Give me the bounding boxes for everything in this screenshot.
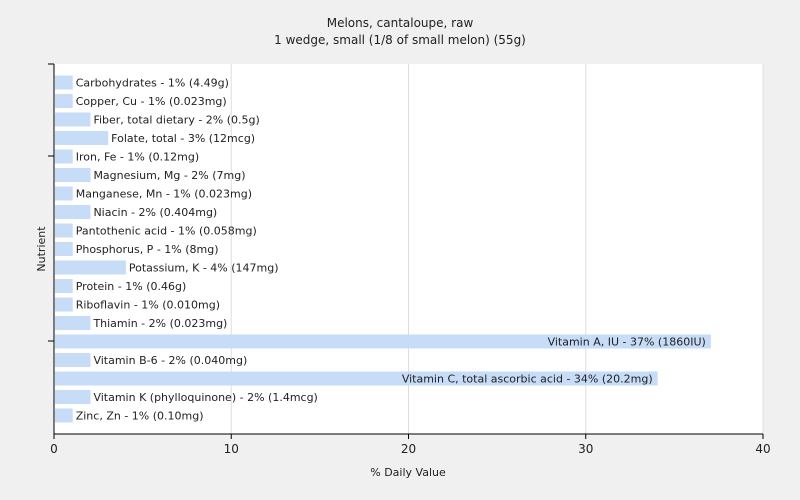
bar bbox=[55, 131, 109, 145]
bar bbox=[55, 75, 73, 90]
bar bbox=[55, 316, 91, 330]
bar bbox=[55, 390, 91, 404]
x-ticks: 0 10 20 30 40 bbox=[50, 434, 771, 456]
bar-label: Riboflavin - 1% (0.010mg) bbox=[76, 299, 220, 312]
bar-label: Zinc, Zn - 1% (0.10mg) bbox=[76, 410, 204, 423]
x-tick-label: 10 bbox=[224, 442, 239, 456]
x-tick-label: 30 bbox=[578, 442, 593, 456]
y-axis-label: Nutrient bbox=[35, 226, 48, 272]
bar-label: Copper, Cu - 1% (0.023mg) bbox=[76, 95, 227, 108]
bar bbox=[55, 334, 711, 349]
bar-label: Manganese, Mn - 1% (0.023mg) bbox=[76, 188, 252, 201]
bar-label: Vitamin K (phylloquinone) - 2% (1.4mcg) bbox=[93, 391, 317, 404]
bar-label: Vitamin C, total ascorbic acid - 34% (20… bbox=[402, 373, 653, 386]
x-tick-label: 40 bbox=[755, 442, 770, 456]
y-ticks bbox=[48, 63, 54, 342]
bar-label: Carbohydrates - 1% (4.49g) bbox=[76, 77, 229, 90]
bar bbox=[55, 279, 73, 293]
bar bbox=[55, 205, 91, 219]
bar-label: Vitamin B-6 - 2% (0.040mg) bbox=[93, 354, 247, 367]
x-tick-label: 0 bbox=[50, 442, 58, 456]
x-axis-label: % Daily Value bbox=[370, 466, 446, 479]
bar bbox=[55, 94, 73, 108]
bar-label: Pantothenic acid - 1% (0.058mg) bbox=[76, 225, 257, 238]
bar bbox=[55, 371, 658, 386]
bar-labels: Carbohydrates - 1% (4.49g) Copper, Cu - 1… bbox=[76, 77, 706, 423]
bar bbox=[55, 260, 126, 275]
bar bbox=[55, 353, 91, 367]
x-tick-label: 20 bbox=[401, 442, 416, 456]
bar bbox=[55, 242, 73, 256]
bar bbox=[55, 112, 91, 127]
bar bbox=[55, 186, 73, 201]
chart-subtitle: 1 wedge, small (1/8 of small melon) (55g… bbox=[274, 33, 526, 47]
bar bbox=[55, 168, 91, 182]
bar bbox=[55, 408, 73, 423]
bar-label: Vitamin A, IU - 37% (1860IU) bbox=[548, 336, 706, 349]
bar bbox=[55, 223, 73, 238]
bar bbox=[55, 297, 73, 312]
bar bbox=[55, 149, 73, 164]
bar-label: Phosphorus, P - 1% (8mg) bbox=[76, 243, 219, 256]
bar-label: Magnesium, Mg - 2% (7mg) bbox=[93, 169, 245, 182]
bar-label: Iron, Fe - 1% (0.12mg) bbox=[76, 151, 199, 164]
bar-label: Fiber, total dietary - 2% (0.5g) bbox=[93, 114, 259, 127]
bar-label: Thiamin - 2% (0.023mg) bbox=[92, 317, 227, 330]
bar-label: Folate, total - 3% (12mcg) bbox=[111, 132, 255, 145]
bar-label: Protein - 1% (0.46g) bbox=[76, 280, 187, 293]
bar-label: Niacin - 2% (0.404mg) bbox=[93, 206, 217, 219]
bars bbox=[55, 75, 711, 423]
bar-label: Potassium, K - 4% (147mg) bbox=[129, 262, 279, 275]
chart-title: Melons, cantaloupe, raw bbox=[327, 16, 474, 30]
